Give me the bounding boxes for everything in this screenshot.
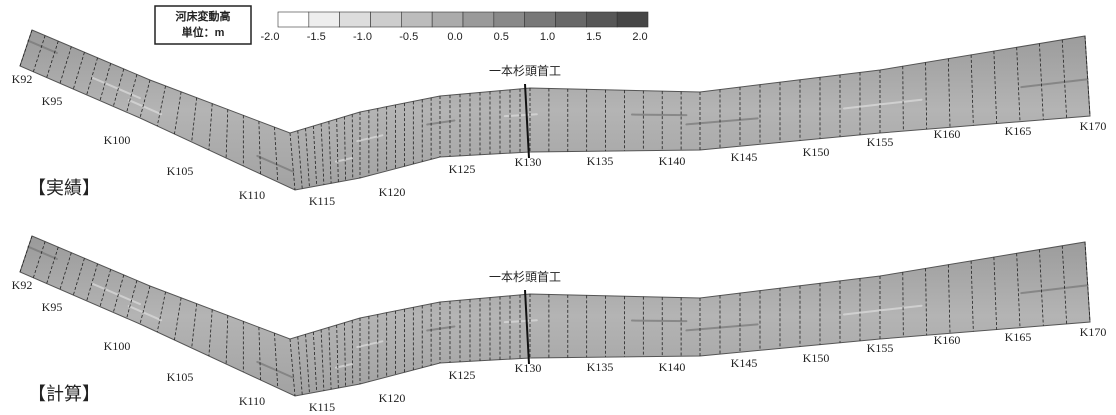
legend-cell <box>494 12 525 27</box>
legend-tick: -1.5 <box>307 31 326 43</box>
station-label: K145 <box>731 150 758 164</box>
station-label: K155 <box>867 341 894 355</box>
station-label: K120 <box>379 391 406 405</box>
station-label: K165 <box>1005 124 1032 138</box>
color-bar <box>278 12 648 27</box>
legend-cell <box>432 12 463 27</box>
legend-tick: -2.0 <box>261 31 280 43</box>
map: 河床変動高 単位：m -2.0 -1.5 -1.0 -0.5 0.0 0.5 1.0 1.5 2… <box>0 0 1116 415</box>
station-label: K120 <box>379 185 406 199</box>
river-panel: 一本杉頭首工 K92 K95 K100 K105 K110 K115 K120 K125 K130… <box>12 236 1107 414</box>
station-label: K130 <box>515 361 542 375</box>
station-label: K92 <box>12 278 33 292</box>
station-label: K160 <box>934 127 961 141</box>
station-label: K100 <box>104 339 131 353</box>
station-label: K95 <box>42 300 63 314</box>
station-label: K170 <box>1080 119 1107 133</box>
legend-cell <box>463 12 494 27</box>
station-label: K170 <box>1080 325 1107 339</box>
station-label: K145 <box>731 356 758 370</box>
station-label: K115 <box>309 400 335 414</box>
legend-cell <box>309 12 340 27</box>
station-label: K130 <box>515 155 542 169</box>
station-label: K165 <box>1005 330 1032 344</box>
legend-cell <box>278 12 309 27</box>
legend-cell <box>556 12 587 27</box>
legend-tick: 1.0 <box>540 31 555 43</box>
legend-cell <box>340 12 371 27</box>
station-label: K140 <box>659 360 686 374</box>
station-label: K135 <box>587 360 614 374</box>
legend-cell <box>401 12 432 27</box>
station-label: K100 <box>104 133 131 147</box>
legend-unit: 単位：m <box>182 25 225 39</box>
station-label: K150 <box>803 145 830 159</box>
station-label: K110 <box>239 394 265 408</box>
legend-tick: 0.0 <box>447 31 462 43</box>
station-label: K155 <box>867 135 894 149</box>
station-label: K125 <box>449 368 476 382</box>
station-label: K105 <box>167 370 194 384</box>
station-label: K125 <box>449 162 476 176</box>
bed-streak <box>632 321 686 322</box>
station-label: K160 <box>934 333 961 347</box>
weir-label: 一本杉頭首工 <box>489 64 561 78</box>
station-label: K135 <box>587 154 614 168</box>
river-panel: 一本杉頭首工 K92 K95 K100 K105 K110 K115 K120 K125 K130… <box>12 30 1107 208</box>
legend-cell <box>525 12 556 27</box>
panel-label: 【計算】 <box>28 384 100 404</box>
legend-tick: -1.0 <box>353 31 372 43</box>
station-label: K95 <box>42 94 63 108</box>
station-label: K92 <box>12 72 33 86</box>
legend-title: 河床変動高 <box>176 9 231 23</box>
legend-tick: 2.0 <box>632 31 647 43</box>
panel-label: 【実績】 <box>28 178 100 198</box>
legend-tick: 1.5 <box>586 31 601 43</box>
station-label: K140 <box>659 154 686 168</box>
bed-streak <box>632 115 686 116</box>
station-label: K150 <box>803 351 830 365</box>
legend-tick: 0.5 <box>494 31 509 43</box>
station-label: K105 <box>167 164 194 178</box>
station-label: K115 <box>309 194 335 208</box>
legend-tick: -0.5 <box>399 31 418 43</box>
legend-cell <box>617 12 648 27</box>
legend-cell <box>371 12 402 27</box>
weir-label: 一本杉頭首工 <box>489 270 561 284</box>
station-label: K110 <box>239 188 265 202</box>
legend-cell <box>586 12 617 27</box>
